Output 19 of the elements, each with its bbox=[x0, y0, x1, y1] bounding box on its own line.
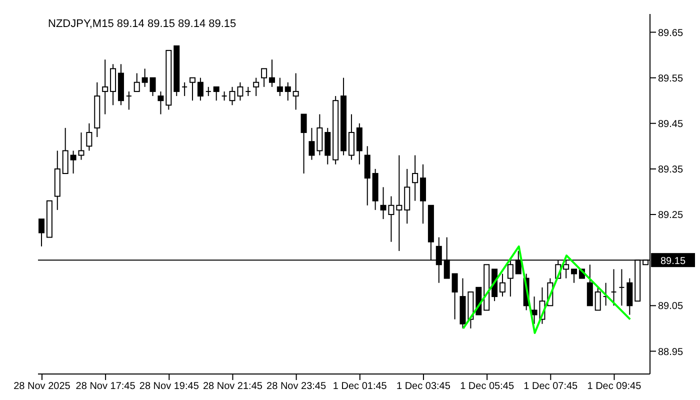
x-tick-label: 1 Dec 07:45 bbox=[524, 381, 578, 392]
x-tick-label: 1 Dec 03:45 bbox=[396, 381, 451, 392]
y-tick-label: 89.05 bbox=[658, 301, 684, 312]
x-tick-label: 28 Nov 21:45 bbox=[202, 381, 263, 392]
x-tick-label: 1 Dec 09:45 bbox=[587, 381, 642, 392]
ref-line-label: 89.15 bbox=[660, 256, 686, 268]
y-tick-label: 88.95 bbox=[658, 346, 684, 358]
x-tick-label: 1 Dec 01:45 bbox=[332, 381, 388, 392]
y-tick-label: 89.55 bbox=[658, 73, 684, 84]
chart-title: NZDJPY,M15 89.14 89.15 89.14 89.15 bbox=[48, 18, 236, 30]
y-tick-label: 89.65 bbox=[658, 28, 684, 39]
y-tick-label: 89.25 bbox=[658, 210, 684, 222]
x-tick-label: 28 Nov 19:45 bbox=[139, 381, 200, 392]
x-tick-label: 1 Dec 05:45 bbox=[460, 381, 514, 392]
y-tick-label: 89.45 bbox=[658, 118, 684, 130]
x-tick-label: 28 Nov 17:45 bbox=[76, 381, 136, 392]
y-tick-label: 89.35 bbox=[658, 164, 684, 176]
x-tick-label: 28 Nov 2025 bbox=[14, 381, 71, 392]
x-tick-label: 28 Nov 23:45 bbox=[266, 381, 326, 392]
